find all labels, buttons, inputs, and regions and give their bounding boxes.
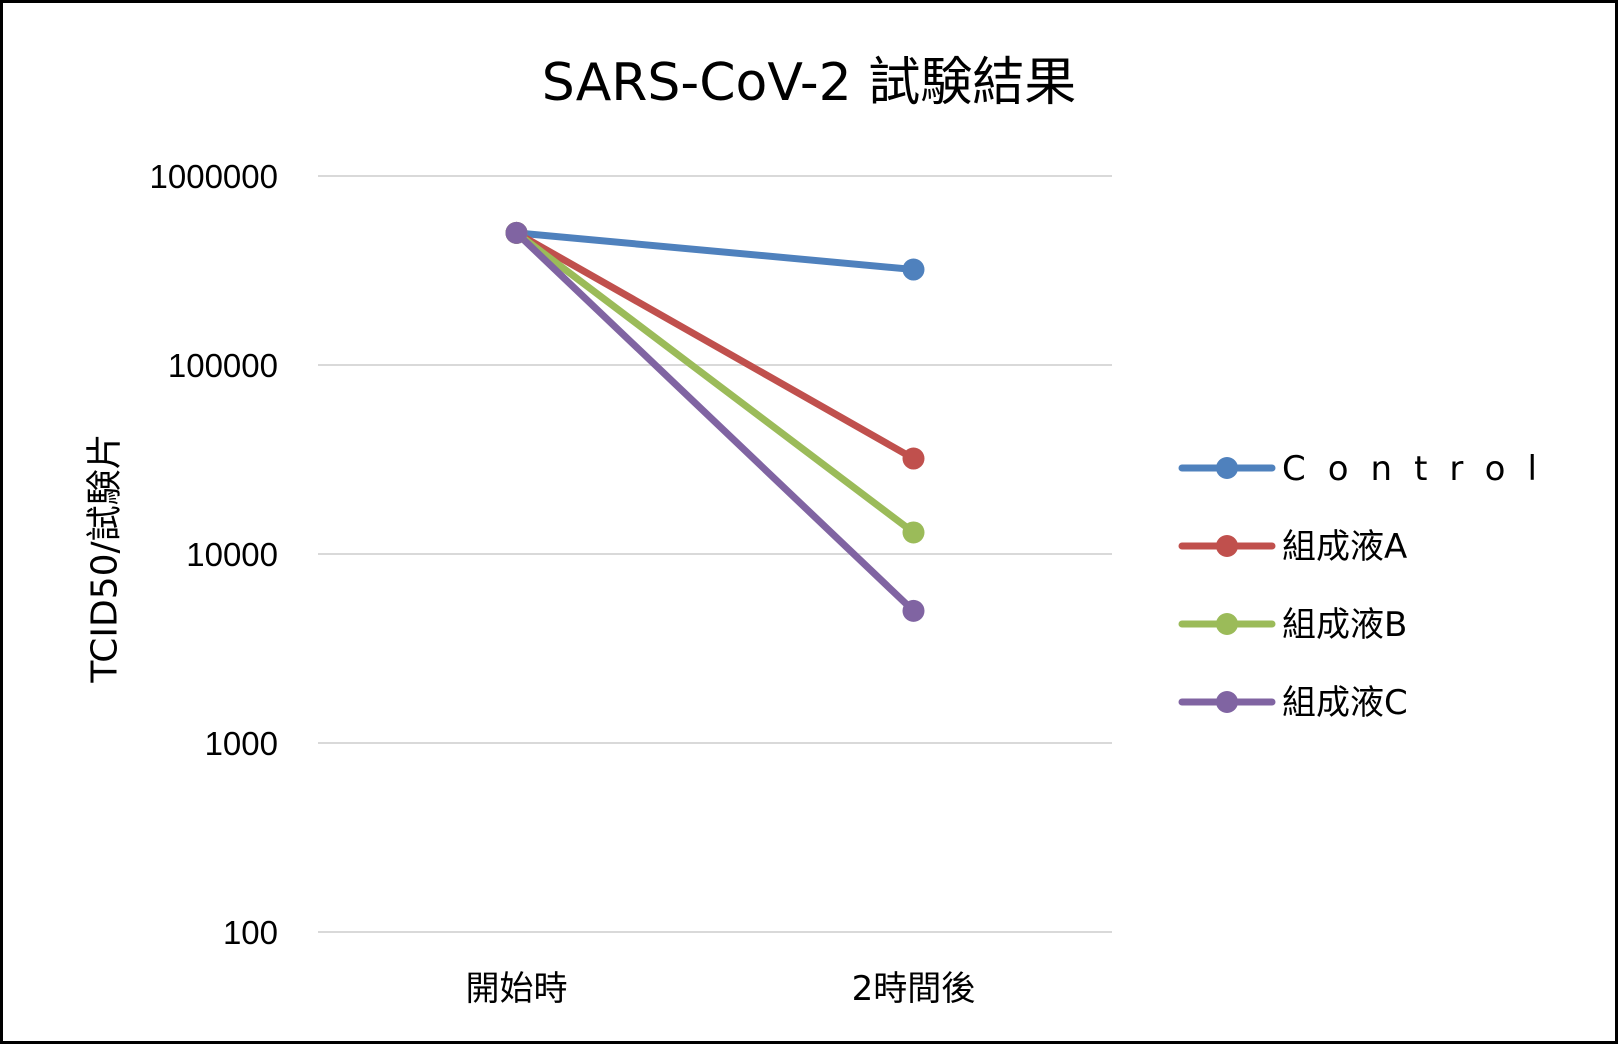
legend-label: Control — [1282, 449, 1559, 489]
data-point — [902, 521, 925, 544]
legend-marker — [1216, 457, 1238, 479]
y-tick-label: 100 — [223, 914, 278, 951]
series-lines — [505, 221, 925, 622]
y-tick-labels: 100 1000 10000 100000 1000000 — [150, 158, 278, 951]
x-tick-label: 2時間後 — [852, 969, 976, 1009]
data-point — [505, 221, 528, 244]
series-line — [513, 229, 917, 536]
y-tick-label: 1000 — [205, 725, 278, 762]
data-point — [902, 447, 925, 470]
series — [513, 229, 917, 615]
series-line — [513, 229, 917, 463]
legend-label: 組成液C — [1282, 683, 1408, 723]
legend: Control 組成液A 組成液B 組成液C — [1178, 449, 1559, 723]
chart-title: SARS-CoV-2 試験結果 — [542, 53, 1076, 113]
legend-marker — [1216, 691, 1238, 713]
series — [513, 229, 917, 536]
legend-item: 組成液C — [1178, 683, 1408, 723]
series-line — [513, 229, 917, 274]
gridlines — [318, 175, 1112, 933]
legend-label: 組成液A — [1282, 527, 1407, 567]
y-tick-label: 100000 — [168, 347, 278, 384]
y-axis-label: TCID50/試験片 — [85, 433, 126, 683]
series-line — [513, 229, 917, 615]
legend-item: Control — [1178, 449, 1559, 489]
y-tick-label: 1000000 — [150, 158, 278, 195]
series — [513, 229, 917, 274]
data-point — [902, 599, 925, 622]
legend-marker — [1216, 535, 1238, 557]
x-tick-label: 開始時 — [466, 969, 568, 1009]
y-tick-label: 10000 — [186, 536, 278, 573]
legend-marker — [1216, 613, 1238, 635]
legend-item: 組成液A — [1178, 527, 1407, 567]
x-tick-labels: 開始時 2時間後 — [466, 969, 976, 1009]
series — [513, 229, 917, 463]
data-point — [902, 258, 925, 281]
legend-item: 組成液B — [1178, 605, 1407, 645]
legend-label: 組成液B — [1282, 605, 1407, 645]
